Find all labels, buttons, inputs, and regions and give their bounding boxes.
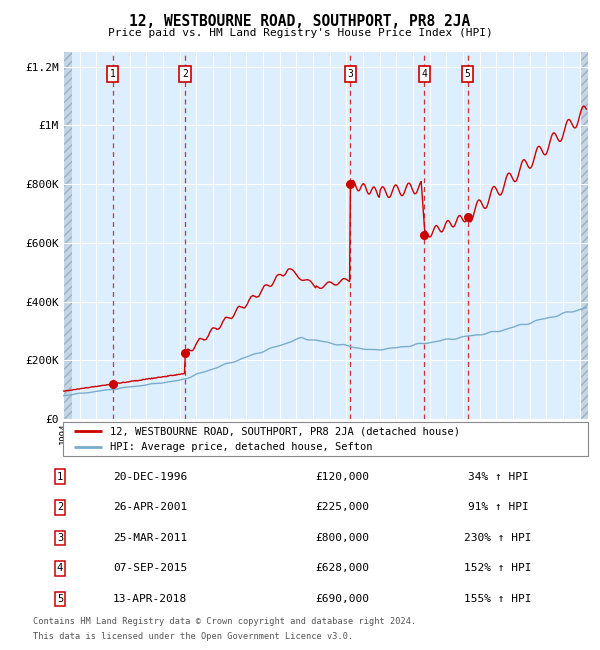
Text: 34% ↑ HPI: 34% ↑ HPI — [467, 472, 529, 482]
Text: £800,000: £800,000 — [315, 533, 369, 543]
Text: 4: 4 — [57, 564, 63, 573]
Text: 1: 1 — [57, 472, 63, 482]
Text: 2: 2 — [57, 502, 63, 512]
Text: 26-APR-2001: 26-APR-2001 — [113, 502, 187, 512]
Bar — [63, 52, 72, 419]
Text: 91% ↑ HPI: 91% ↑ HPI — [467, 502, 529, 512]
Text: HPI: Average price, detached house, Sefton: HPI: Average price, detached house, Seft… — [110, 442, 373, 452]
Text: 20-DEC-1996: 20-DEC-1996 — [113, 472, 187, 482]
Text: £120,000: £120,000 — [315, 472, 369, 482]
Text: £225,000: £225,000 — [315, 502, 369, 512]
Text: 5: 5 — [57, 594, 63, 604]
Text: 2: 2 — [182, 69, 188, 79]
Text: £690,000: £690,000 — [315, 594, 369, 604]
Text: Price paid vs. HM Land Registry's House Price Index (HPI): Price paid vs. HM Land Registry's House … — [107, 28, 493, 38]
Text: 4: 4 — [421, 69, 427, 79]
Text: 25-MAR-2011: 25-MAR-2011 — [113, 533, 187, 543]
Text: 5: 5 — [465, 69, 470, 79]
Text: 13-APR-2018: 13-APR-2018 — [113, 594, 187, 604]
Text: Contains HM Land Registry data © Crown copyright and database right 2024.: Contains HM Land Registry data © Crown c… — [33, 618, 416, 627]
Text: 12, WESTBOURNE ROAD, SOUTHPORT, PR8 2JA (detached house): 12, WESTBOURNE ROAD, SOUTHPORT, PR8 2JA … — [110, 426, 460, 436]
Text: 3: 3 — [57, 533, 63, 543]
Text: 12, WESTBOURNE ROAD, SOUTHPORT, PR8 2JA: 12, WESTBOURNE ROAD, SOUTHPORT, PR8 2JA — [130, 14, 470, 29]
Text: £628,000: £628,000 — [315, 564, 369, 573]
Text: 3: 3 — [347, 69, 353, 79]
Text: 07-SEP-2015: 07-SEP-2015 — [113, 564, 187, 573]
Text: 1: 1 — [110, 69, 115, 79]
Bar — [580, 52, 590, 419]
Text: 155% ↑ HPI: 155% ↑ HPI — [464, 594, 532, 604]
Text: This data is licensed under the Open Government Licence v3.0.: This data is licensed under the Open Gov… — [33, 632, 353, 641]
Text: 152% ↑ HPI: 152% ↑ HPI — [464, 564, 532, 573]
Text: 230% ↑ HPI: 230% ↑ HPI — [464, 533, 532, 543]
